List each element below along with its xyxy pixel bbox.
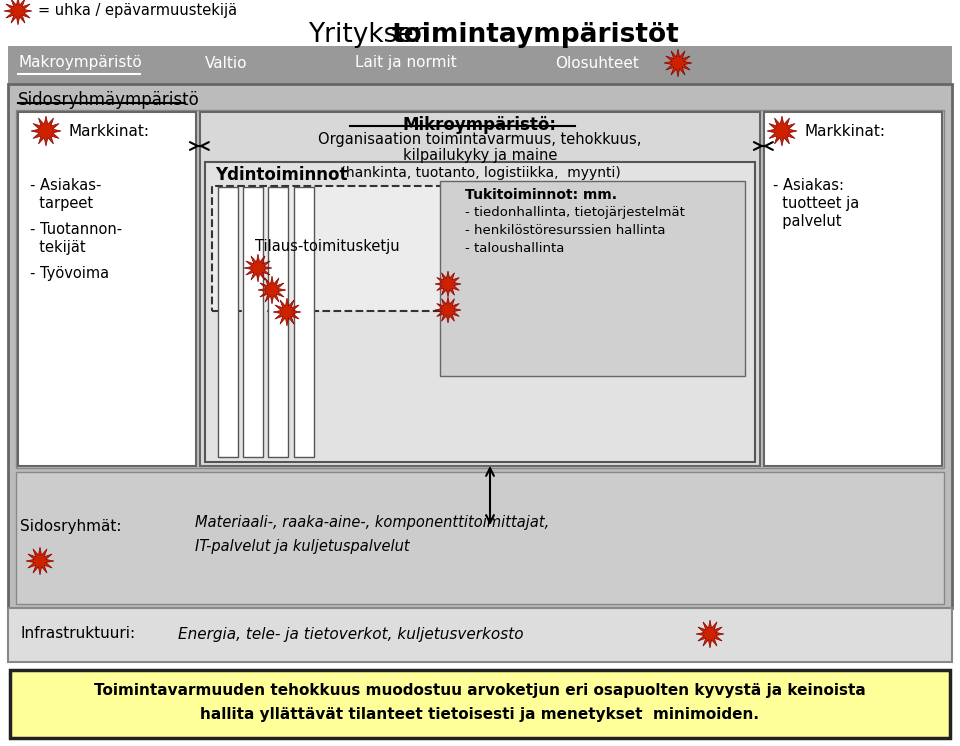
Text: Tukitoiminnot: mm.: Tukitoiminnot: mm. xyxy=(465,188,617,202)
Text: - tiedonhallinta, tietojärjestelmät: - tiedonhallinta, tietojärjestelmät xyxy=(465,206,684,219)
FancyBboxPatch shape xyxy=(440,181,745,376)
Text: Organisaation toimintavarmuus, tehokkuus,: Organisaation toimintavarmuus, tehokkuus… xyxy=(319,132,641,147)
Polygon shape xyxy=(273,298,301,326)
Text: - taloushallinta: - taloushallinta xyxy=(465,242,564,255)
Text: Lait ja normit: Lait ja normit xyxy=(355,55,457,71)
FancyBboxPatch shape xyxy=(10,670,950,738)
Text: IT-palvelut ja kuljetuspalvelut: IT-palvelut ja kuljetuspalvelut xyxy=(195,539,410,554)
Text: tekijät: tekijät xyxy=(30,240,85,255)
Text: Olosuhteet: Olosuhteet xyxy=(555,55,638,71)
FancyBboxPatch shape xyxy=(16,110,944,468)
Text: palvelut: palvelut xyxy=(773,214,842,229)
Text: Energia, tele- ja tietoverkot, kuljetusverkosto: Energia, tele- ja tietoverkot, kuljetusv… xyxy=(178,627,523,642)
Polygon shape xyxy=(664,49,692,77)
Text: - Asiakas-: - Asiakas- xyxy=(30,178,102,193)
Text: Materiaali-, raaka-aine-, komponenttitoimittajat,: Materiaali-, raaka-aine-, komponenttitoi… xyxy=(195,515,549,530)
FancyBboxPatch shape xyxy=(212,186,442,311)
Text: Ydintoiminnot: Ydintoiminnot xyxy=(215,166,348,184)
Text: (hankinta, tuotanto, logistiikka,  myynti): (hankinta, tuotanto, logistiikka, myynti… xyxy=(336,166,621,180)
Text: hallita yllättävät tilanteet tietoisesti ja menetykset  minimoiden.: hallita yllättävät tilanteet tietoisesti… xyxy=(201,706,759,721)
Text: Toimintavarmuuden tehokkuus muodostuu arvoketjun eri osapuolten kyvystä ja keino: Toimintavarmuuden tehokkuus muodostuu ar… xyxy=(94,683,866,698)
Text: tarpeet: tarpeet xyxy=(30,196,93,211)
FancyBboxPatch shape xyxy=(8,608,952,662)
Polygon shape xyxy=(767,116,797,146)
FancyBboxPatch shape xyxy=(764,112,942,466)
Text: Yrityksen: Yrityksen xyxy=(308,22,439,48)
Text: - henkilöstöresurssien hallinta: - henkilöstöresurssien hallinta xyxy=(465,224,665,237)
Polygon shape xyxy=(435,271,461,297)
FancyBboxPatch shape xyxy=(243,187,263,457)
Polygon shape xyxy=(4,0,32,25)
FancyBboxPatch shape xyxy=(268,187,288,457)
Text: toimintaympäristöt: toimintaympäristöt xyxy=(392,22,680,48)
Text: Mikroympäristö:: Mikroympäristö: xyxy=(403,116,557,134)
FancyBboxPatch shape xyxy=(8,46,952,84)
FancyBboxPatch shape xyxy=(16,472,944,604)
Text: Infrastruktuuri:: Infrastruktuuri: xyxy=(20,627,135,642)
Text: = uhka / epävarmuustekijä: = uhka / epävarmuustekijä xyxy=(38,4,237,19)
Text: Makroympäristö: Makroympäristö xyxy=(18,55,142,71)
FancyBboxPatch shape xyxy=(294,187,314,457)
Text: Markkinat:: Markkinat: xyxy=(804,124,885,139)
Text: Tilaus-toimitusketju: Tilaus-toimitusketju xyxy=(254,239,399,254)
Text: tuotteet ja: tuotteet ja xyxy=(773,196,859,211)
Text: kilpailukyky ja maine: kilpailukyky ja maine xyxy=(403,148,557,163)
Polygon shape xyxy=(696,620,724,648)
Text: - Tuotannon-: - Tuotannon- xyxy=(30,222,122,237)
Text: Sidosryhmät:: Sidosryhmät: xyxy=(20,518,122,533)
Polygon shape xyxy=(435,297,461,323)
Text: Markkinat:: Markkinat: xyxy=(68,124,149,139)
FancyBboxPatch shape xyxy=(205,162,755,462)
Text: - Työvoima: - Työvoima xyxy=(30,266,109,281)
Polygon shape xyxy=(244,254,272,282)
Text: Sidosryhmäympäristö: Sidosryhmäympäristö xyxy=(18,91,200,109)
FancyBboxPatch shape xyxy=(200,112,760,466)
Text: Valtio: Valtio xyxy=(205,55,248,71)
FancyBboxPatch shape xyxy=(18,112,196,466)
FancyBboxPatch shape xyxy=(8,84,952,608)
Text: - Asiakas:: - Asiakas: xyxy=(773,178,844,193)
Polygon shape xyxy=(258,276,286,304)
FancyBboxPatch shape xyxy=(218,187,238,457)
Polygon shape xyxy=(26,547,54,575)
Polygon shape xyxy=(31,116,61,146)
